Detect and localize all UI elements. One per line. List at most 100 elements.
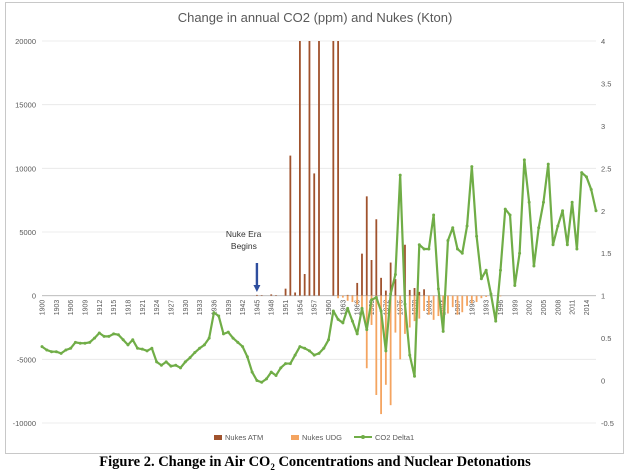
co2-delta-point bbox=[398, 173, 402, 177]
nukes-udg-bar bbox=[408, 295, 411, 328]
co2-delta-point bbox=[250, 370, 254, 374]
nukes-udg-bar bbox=[399, 295, 402, 360]
nukes-udg-bar bbox=[413, 295, 416, 322]
x-tick-label: 1906 bbox=[68, 300, 75, 316]
co2-delta-point bbox=[221, 332, 225, 336]
nukes-atm-bar bbox=[404, 244, 406, 296]
co2-delta-point bbox=[174, 363, 178, 367]
nukes-udg-bar bbox=[475, 295, 478, 303]
co2-delta-point bbox=[126, 343, 130, 347]
x-tick-label: 1978 bbox=[412, 300, 419, 316]
x-tick-label: 1972 bbox=[383, 300, 390, 316]
x-tick-label: 1909 bbox=[82, 300, 89, 316]
co2-delta-point bbox=[207, 336, 211, 340]
x-tick-label: 2014 bbox=[584, 300, 591, 316]
x-tick-label: 1987 bbox=[455, 300, 462, 316]
co2-delta-point bbox=[427, 247, 431, 251]
nukes-udg-bar bbox=[365, 295, 368, 369]
chart-plot: -10000 -5000 0 5000 10000 15000 20000 -0.5 0 0.5… bbox=[13, 37, 614, 442]
co2-delta-point bbox=[169, 364, 173, 368]
left-tick-label: 15000 bbox=[15, 101, 36, 110]
nukes-udg-bar bbox=[461, 295, 464, 313]
right-tick-label: 3.5 bbox=[601, 79, 611, 88]
x-tick-label: 1933 bbox=[197, 300, 204, 316]
left-tick-label: 20000 bbox=[15, 37, 36, 46]
co2-delta-point bbox=[575, 247, 579, 251]
co2-delta-point bbox=[441, 329, 445, 333]
co2-delta-point bbox=[112, 332, 116, 336]
x-tick-label: 2005 bbox=[541, 300, 548, 316]
co2-delta-point bbox=[570, 200, 574, 204]
caption-text-end: Concentrations and Nuclear Detonations bbox=[274, 454, 531, 470]
co2-delta-point bbox=[88, 340, 92, 344]
co2-delta-point bbox=[50, 350, 54, 354]
x-tick-label: 1930 bbox=[183, 300, 190, 316]
legend-swatch bbox=[214, 435, 222, 440]
nukes-udg-bar bbox=[394, 295, 397, 333]
co2-delta-point bbox=[78, 341, 82, 345]
nukes-udg-bar bbox=[375, 295, 378, 395]
co2-delta-point bbox=[556, 224, 560, 228]
co2-delta-point bbox=[303, 346, 307, 350]
nuke-era-annotation: Nuke Era Begins bbox=[226, 229, 262, 292]
co2-delta-point bbox=[451, 226, 455, 230]
co2-delta-point bbox=[198, 346, 202, 350]
co2-delta-point bbox=[241, 345, 245, 349]
co2-delta-point bbox=[384, 349, 388, 353]
x-tick-label: 1969 bbox=[369, 300, 376, 316]
nukes-atm-bar bbox=[256, 294, 258, 296]
co2-delta-point bbox=[188, 356, 192, 360]
co2-delta-point bbox=[164, 360, 168, 364]
left-tick-label: -10000 bbox=[13, 419, 36, 428]
legend-marker bbox=[361, 435, 365, 439]
co2-delta-point bbox=[64, 348, 68, 352]
nukes-atm-bar bbox=[298, 41, 301, 296]
co2-delta-point bbox=[179, 366, 182, 370]
co2-delta-point bbox=[513, 283, 517, 287]
right-tick-label: 2 bbox=[601, 207, 605, 216]
x-tick-label: 1921 bbox=[140, 300, 147, 316]
co2-delta-point bbox=[355, 332, 359, 336]
co2-delta-point bbox=[131, 338, 135, 342]
co2-delta-point bbox=[527, 200, 531, 204]
co2-delta-point bbox=[212, 311, 216, 315]
co2-delta-point bbox=[121, 338, 125, 342]
co2-delta-point bbox=[456, 247, 459, 251]
nukes-udg-bar bbox=[370, 295, 373, 325]
nukes-atm-bar bbox=[308, 41, 311, 296]
co2-delta-point bbox=[518, 251, 522, 255]
co2-delta-point bbox=[54, 350, 58, 354]
nukes-udg-bar bbox=[346, 295, 349, 301]
x-tick-label: 1939 bbox=[226, 300, 233, 316]
co2-delta-point bbox=[537, 226, 541, 230]
x-tick-label: 1942 bbox=[240, 300, 247, 316]
nukes-udg-bar bbox=[470, 295, 473, 304]
co2-delta-point bbox=[374, 295, 378, 299]
x-tick-label: 1975 bbox=[398, 300, 405, 316]
co2-delta-point bbox=[413, 374, 417, 378]
co2-delta-point bbox=[97, 331, 101, 335]
co2-delta-point bbox=[422, 247, 426, 251]
co2-delta-point bbox=[541, 200, 545, 204]
caption-text-start: Figure 2. Change in Air CO bbox=[99, 454, 271, 470]
co2-delta-point bbox=[140, 347, 144, 351]
co2-delta-point bbox=[408, 353, 412, 357]
nukes-atm-bar bbox=[289, 155, 292, 296]
co2-delta-point bbox=[389, 292, 393, 296]
nukes-udg-bar bbox=[432, 295, 435, 320]
co2-delta-point bbox=[40, 345, 44, 349]
co2-delta-point bbox=[479, 277, 483, 281]
co2-delta-point bbox=[532, 264, 536, 268]
nukes-atm-series bbox=[256, 41, 425, 296]
nukes-atm-bar bbox=[408, 289, 411, 296]
nukes-udg-bar bbox=[427, 295, 430, 315]
co2-delta-point bbox=[446, 238, 450, 242]
co2-delta-point bbox=[116, 333, 120, 337]
right-tick-label: 3 bbox=[601, 122, 605, 131]
x-tick-label: 1957 bbox=[312, 300, 319, 316]
co2-delta-point bbox=[580, 171, 584, 175]
co2-delta-point bbox=[475, 234, 479, 238]
co2-delta-point bbox=[150, 346, 154, 350]
right-tick-label: 4 bbox=[601, 37, 605, 46]
nukes-atm-bar bbox=[384, 290, 387, 296]
